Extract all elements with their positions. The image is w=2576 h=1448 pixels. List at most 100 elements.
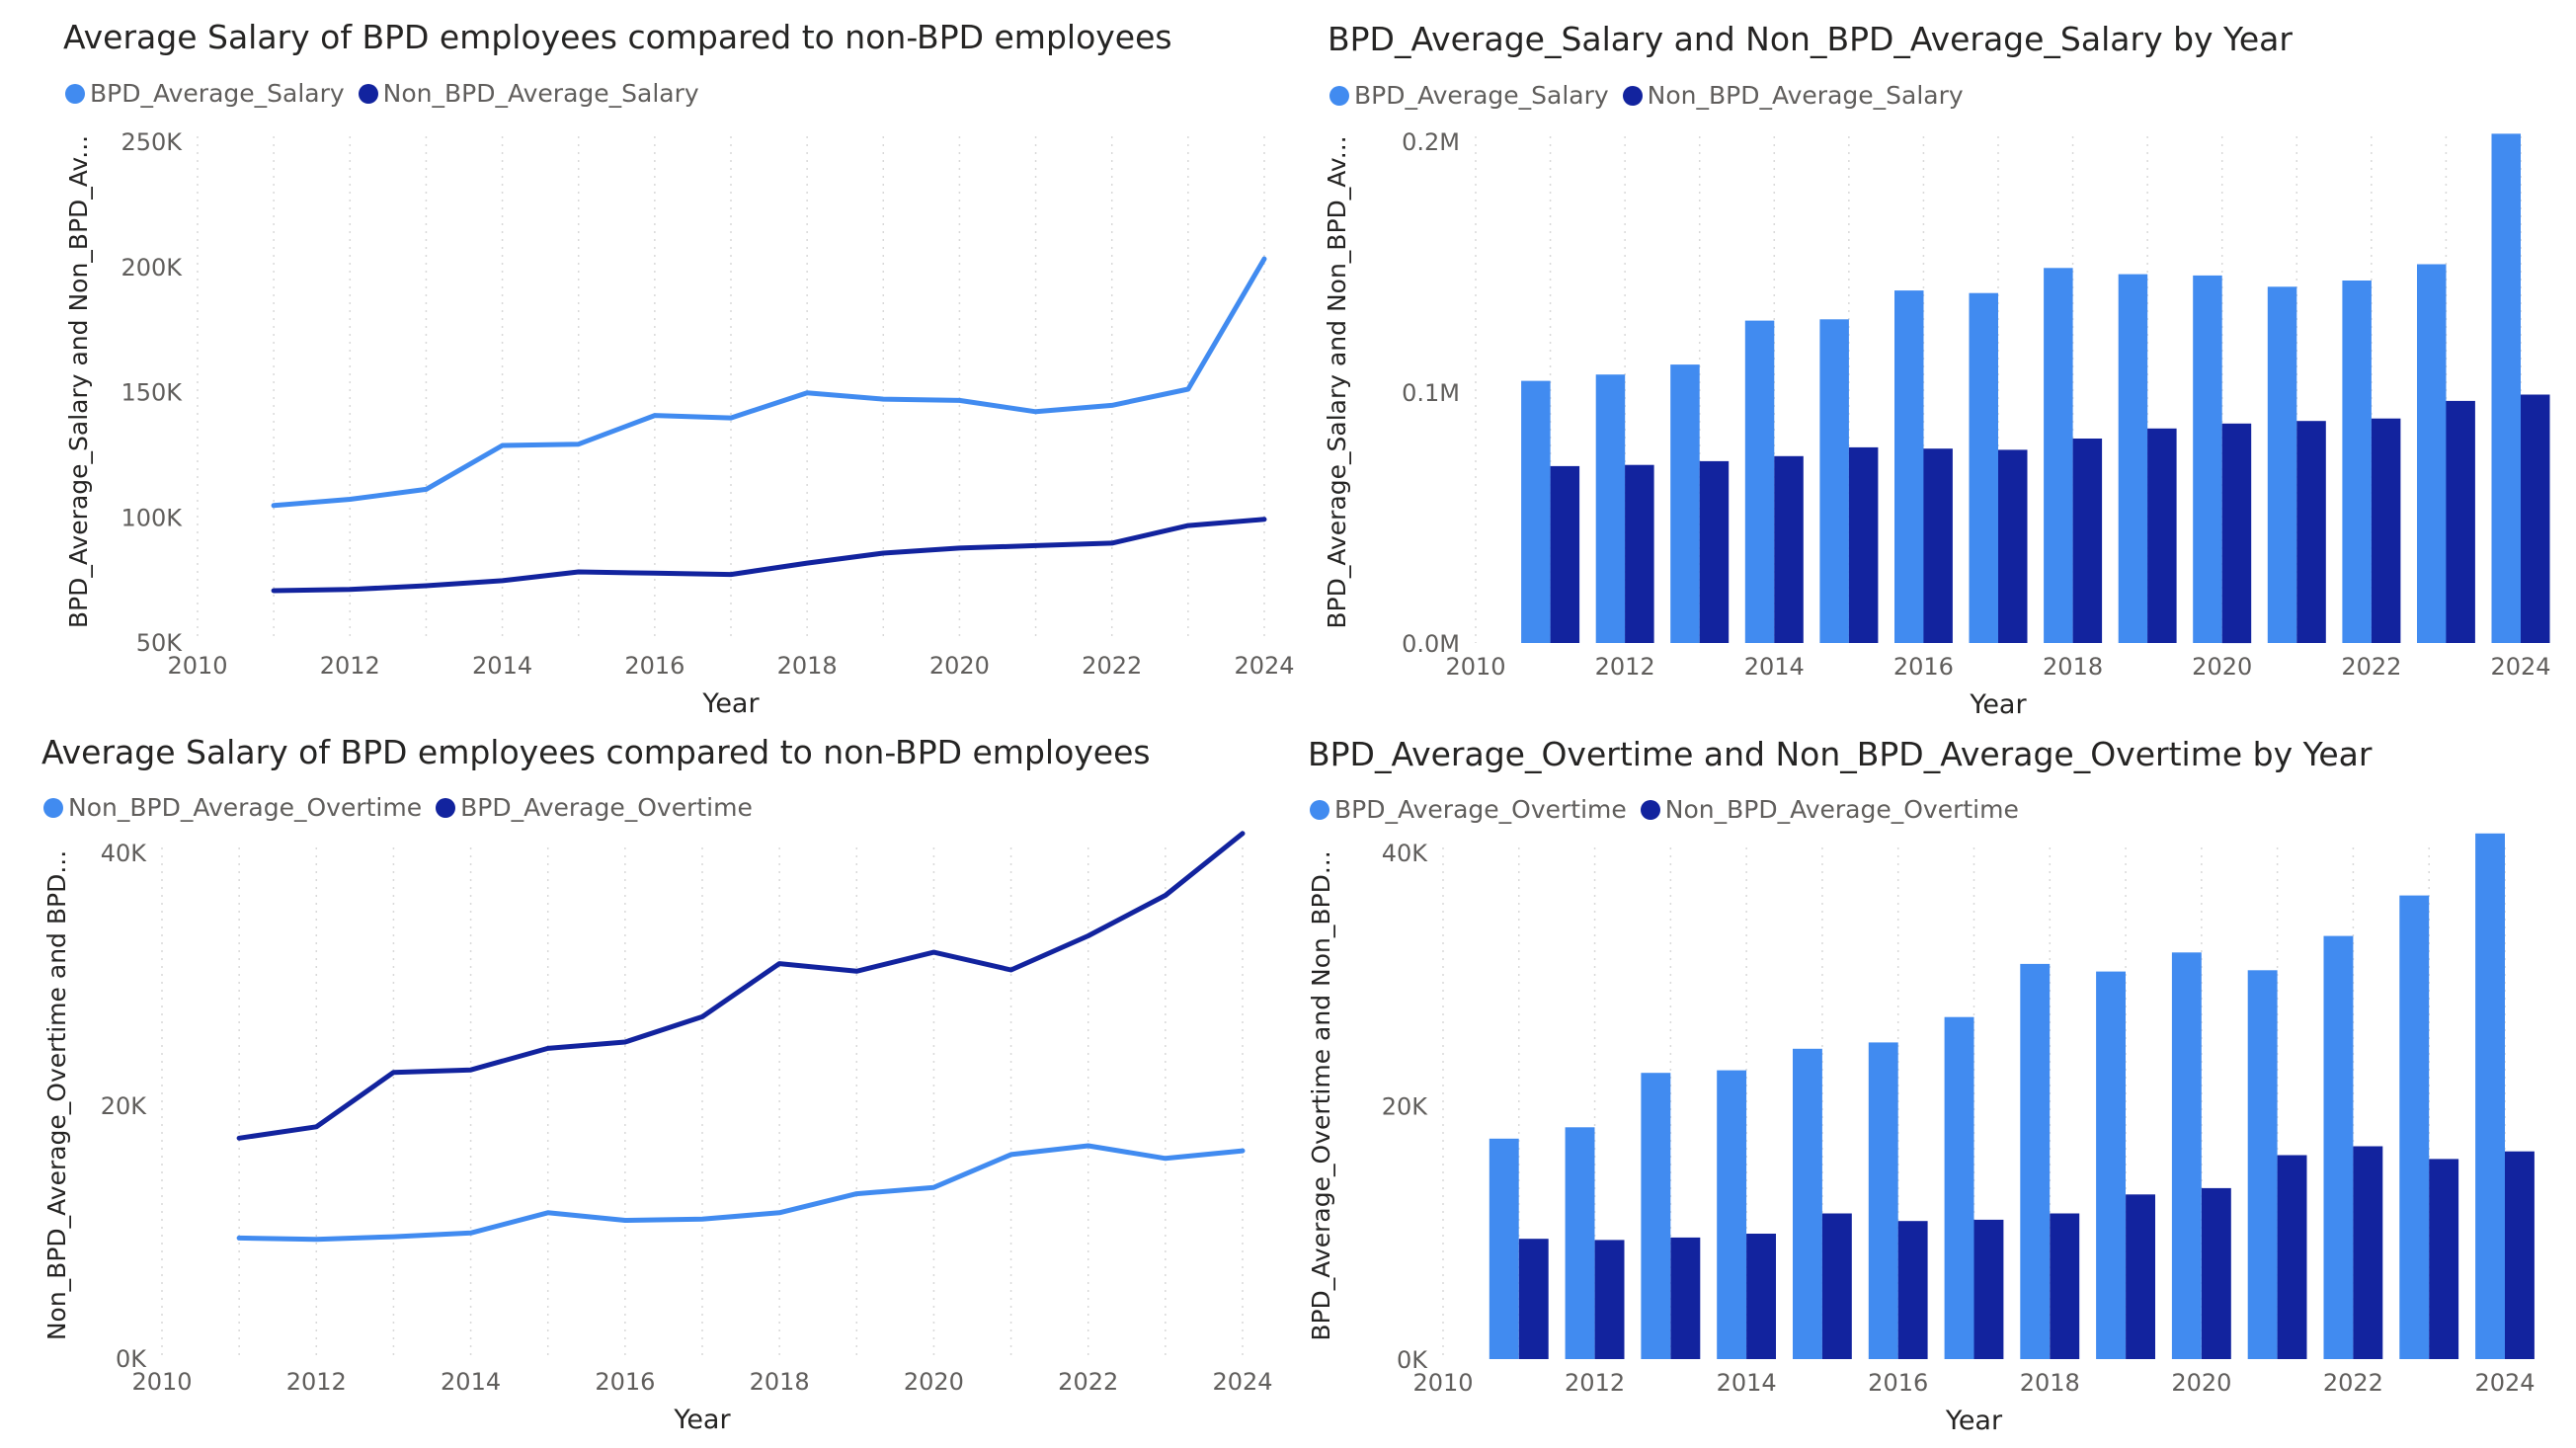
chart-legend[interactable]: BPD_Average_Salary Non_BPD_Average_Salar… <box>65 79 713 108</box>
bar-series-b <box>1625 464 1654 643</box>
legend-marker-icon <box>436 797 456 818</box>
legend-label: Non_BPD_Average_Salary <box>382 79 699 108</box>
x-tick-label: 2014 <box>1744 653 1805 681</box>
x-axis-title: Year <box>1945 1406 2003 1436</box>
x-tick-label: 2020 <box>929 652 990 680</box>
overtime-line-chart[interactable]: 0K 20K 40K 2010 2012 2014 2016 2018 2020 2022 2024… <box>0 724 1288 1448</box>
x-axis-title: Year <box>701 688 760 719</box>
x-tick-label: 2014 <box>1717 1369 1777 1397</box>
legend-marker-icon <box>358 83 378 104</box>
chart-legend[interactable]: Non_BPD_Average_Overtime BPD_Average_Ove… <box>43 793 766 822</box>
legend-item-non-bpd-overtime[interactable]: Non_BPD_Average_Overtime <box>1640 795 2019 824</box>
x-tick-label: 2018 <box>777 652 838 680</box>
x-tick-label: 2016 <box>1893 653 1954 681</box>
chart-title: BPD_Average_Overtime and Non_BPD_Average… <box>1308 735 2373 773</box>
x-tick-label: 2022 <box>2323 1369 2383 1397</box>
bar-series-b <box>1518 1239 1549 1359</box>
y-axis-title: BPD_Average_Salary and Non_BPD_Av... <box>1323 135 1351 628</box>
series-line-0 <box>236 1143 1246 1243</box>
x-tick-label: 2022 <box>1082 652 1142 680</box>
x-tick-label: 2012 <box>320 652 380 680</box>
bar-series-b <box>1998 449 2028 643</box>
legend-item-non-bpd-salary[interactable]: Non_BPD_Average_Salary <box>1622 81 1964 110</box>
bar-series-a <box>1717 1070 1747 1359</box>
salary-bar-panel[interactable]: BPD_Average_Salary and Non_BPD_Average_S… <box>1288 0 2576 724</box>
salary-line-chart[interactable]: 50K 100K 150K 200K 250K 2010 2012 2014 2016 2018 2… <box>0 0 1295 724</box>
x-tick-label: 2018 <box>2043 653 2103 681</box>
series-line-1 <box>271 517 1267 594</box>
overtime-bar-panel[interactable]: BPD_Average_Overtime and Non_BPD_Average… <box>1288 724 2576 1448</box>
bar-series-a <box>2247 970 2278 1359</box>
legend-label: Non_BPD_Average_Overtime <box>68 793 423 822</box>
bar-series-a <box>2417 264 2447 643</box>
y-tick-label: 150K <box>121 379 183 407</box>
legend-label: Non_BPD_Average_Overtime <box>1664 795 2019 824</box>
bar-series-a <box>2267 286 2297 643</box>
x-tick-label: 2010 <box>167 652 227 680</box>
bar-series-a <box>2020 963 2051 1359</box>
chart-legend[interactable]: BPD_Average_Overtime Non_BPD_Average_Ove… <box>1310 795 2033 824</box>
x-tick-label: 2024 <box>2490 653 2550 681</box>
bar-series-a <box>1565 1127 1595 1359</box>
y-tick-label: 50K <box>136 629 184 657</box>
bar-series-a <box>2342 281 2372 643</box>
chart-legend[interactable]: BPD_Average_Salary Non_BPD_Average_Salar… <box>1329 81 1977 110</box>
bar-series-a <box>2044 268 2073 643</box>
x-tick-label: 2016 <box>595 1368 655 1396</box>
bar-series-a <box>1489 1138 1519 1359</box>
y-tick-label: 0.2M <box>1402 128 1460 156</box>
chart-title: BPD_Average_Salary and Non_BPD_Average_S… <box>1328 20 2293 58</box>
x-axis-title: Year <box>673 1405 731 1435</box>
legend-item-bpd-overtime[interactable]: BPD_Average_Overtime <box>1310 795 1627 824</box>
y-tick-label: 250K <box>121 128 183 156</box>
bar-series-a <box>2193 275 2222 643</box>
x-tick-label: 2024 <box>1212 1368 1272 1396</box>
salary-line-panel[interactable]: Average Salary of BPD employees compared… <box>0 0 1295 724</box>
bar-series-b <box>2505 1151 2535 1359</box>
legend-item-bpd-overtime[interactable]: BPD_Average_Overtime <box>436 793 753 822</box>
x-tick-label: 2010 <box>1412 1369 1473 1397</box>
bar-series-a <box>2323 935 2354 1359</box>
y-tick-label: 0.0M <box>1402 630 1460 658</box>
y-tick-label: 100K <box>121 504 183 531</box>
bar-series-b <box>2429 1159 2459 1359</box>
bar-series-b <box>1670 1237 1701 1359</box>
y-tick-label: 200K <box>121 254 183 282</box>
legend-item-bpd-salary[interactable]: BPD_Average_Salary <box>1329 81 1609 110</box>
bar-series-a <box>1595 374 1626 643</box>
bar-series-a <box>1744 320 1775 643</box>
x-tick-label: 2020 <box>2192 653 2252 681</box>
bar-series-b <box>1923 448 1953 643</box>
legend-marker-icon <box>1622 85 1643 106</box>
y-axis-title: BPD_Average_Overtime and Non_BPD... <box>1307 850 1335 1340</box>
series-line-1 <box>236 831 1246 1141</box>
x-tick-label: 2014 <box>441 1368 501 1396</box>
bar-series-b <box>2050 1213 2080 1359</box>
legend-item-non-bpd-salary[interactable]: Non_BPD_Average_Salary <box>358 79 699 108</box>
legend-marker-icon <box>43 797 63 818</box>
bar-series-b <box>1746 1234 1776 1359</box>
overtime-line-panel[interactable]: Average Salary of BPD employees compared… <box>0 724 1288 1448</box>
bar-series-b <box>2221 423 2252 644</box>
bar-series-a <box>1819 319 1849 643</box>
x-tick-label: 2012 <box>1595 653 1655 681</box>
bar-series-b <box>1774 455 1804 643</box>
x-tick-label: 2022 <box>1058 1368 1118 1396</box>
overtime-bar-chart[interactable]: 0K 20K 40K 2010 2012 2014 2016 2018 2020 2022 2024… <box>1288 724 2576 1448</box>
x-tick-label: 2018 <box>750 1368 810 1396</box>
bar-series-b <box>2147 428 2177 643</box>
bar-series-a <box>2491 133 2521 643</box>
y-tick-label: 40K <box>101 840 148 867</box>
x-tick-label: 2018 <box>2020 1369 2080 1397</box>
bar-series-a <box>1521 380 1551 643</box>
legend-label: BPD_Average_Overtime <box>1334 795 1627 824</box>
y-axis-title: Non_BPD_Average_Overtime and BPD... <box>42 850 71 1340</box>
bar-series-b <box>1821 1213 1852 1359</box>
bar-series-a <box>2118 274 2148 643</box>
x-tick-label: 2014 <box>472 652 532 680</box>
salary-bar-chart[interactable]: 0.0M 0.1M 0.2M 2010 2012 2014 2016 2018 2020 2022… <box>1288 0 2576 724</box>
legend-item-bpd-salary[interactable]: BPD_Average_Salary <box>65 79 345 108</box>
legend-item-non-bpd-overtime[interactable]: Non_BPD_Average_Overtime <box>43 793 422 822</box>
x-tick-label: 2012 <box>1565 1369 1625 1397</box>
